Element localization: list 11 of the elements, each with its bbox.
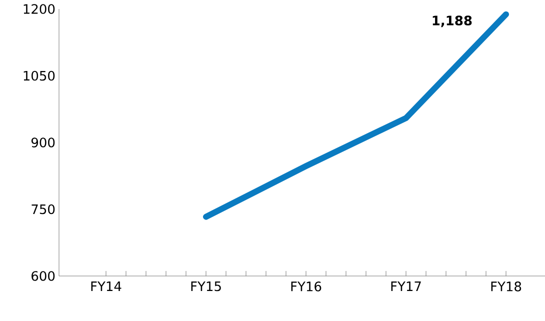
y-tick-label: 900	[31, 138, 55, 148]
y-tick-label: 600	[32, 271, 55, 281]
y-tick-label: 1200	[24, 4, 55, 14]
x-tick-label: FY18	[491, 282, 522, 292]
x-tick-label: FY16	[291, 282, 322, 292]
y-tick-label: 750	[32, 204, 55, 214]
x-tick-label: FY17	[391, 282, 421, 291]
x-tick-label: FY14	[91, 282, 122, 291]
x-tick-label: FY15	[191, 282, 221, 292]
annotation: 1,188	[432, 16, 472, 28]
y-tick-label: 1050	[24, 70, 55, 81]
